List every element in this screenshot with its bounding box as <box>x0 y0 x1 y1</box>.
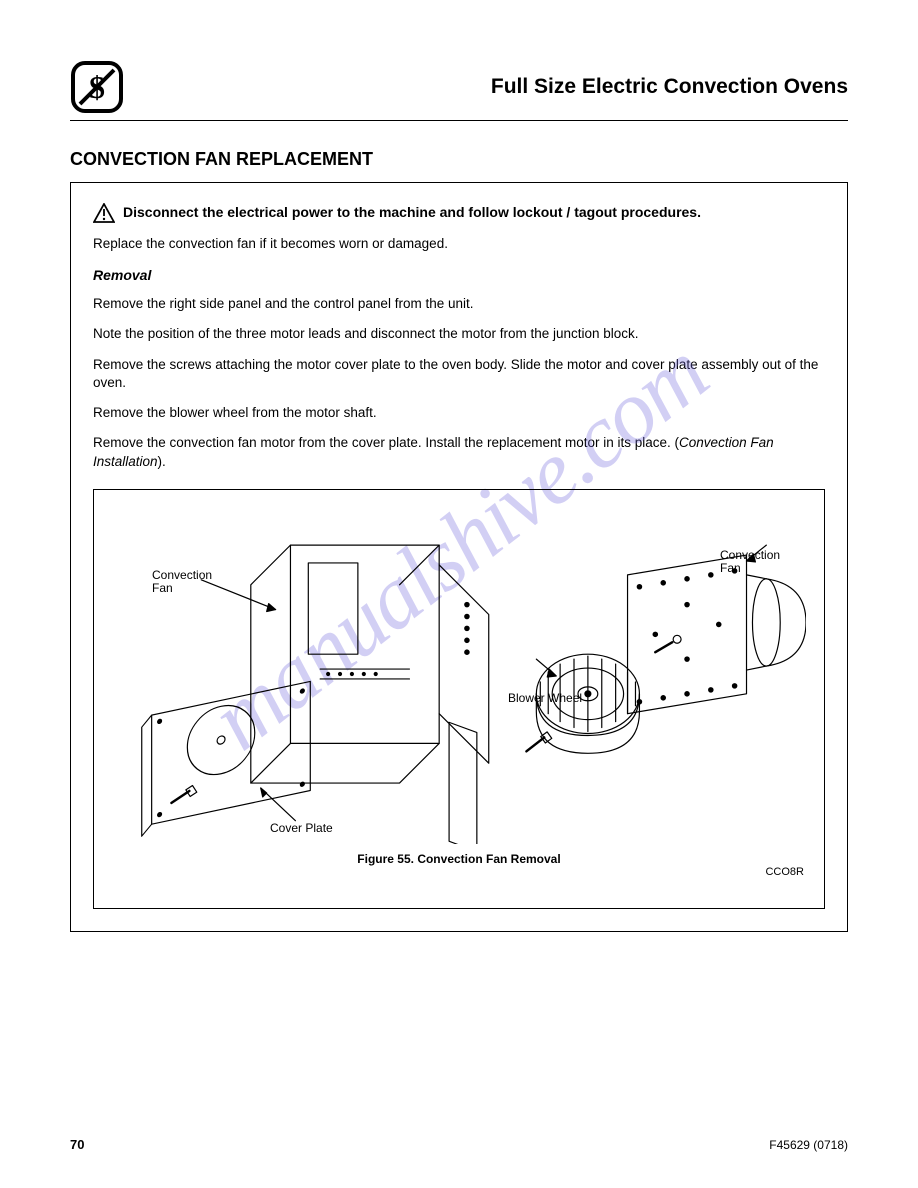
header-divider <box>70 120 848 121</box>
warning-triangle-icon <box>93 203 115 223</box>
step-5a: Remove the convection fan motor from the… <box>93 435 671 450</box>
step-4: Remove the blower wheel from the motor s… <box>93 404 825 422</box>
warning-text: Disconnect the electrical power to the m… <box>123 203 701 222</box>
step-3: Remove the screws attaching the motor co… <box>93 356 825 392</box>
content-box: Disconnect the electrical power to the m… <box>70 182 848 932</box>
step-1: Remove the right side panel and the cont… <box>93 295 825 313</box>
step-5d: ). <box>158 454 166 469</box>
intro-paragraph: Replace the convection fan if it becomes… <box>93 235 825 253</box>
figure-caption: Figure 55. Convection Fan Removal <box>112 852 806 866</box>
footer-code: F45629 (0718) <box>769 1138 848 1152</box>
label-blower-wheel: Blower Wheel <box>508 692 588 705</box>
figure-box: Cover Plate Convection Fan Convection Fa… <box>93 489 825 909</box>
page-title: Full Size Electric Convection Ovens <box>491 75 848 99</box>
removal-heading: Removal <box>93 267 825 283</box>
label-convection-fan-right: Convection Fan <box>720 549 800 575</box>
step-5: Remove the convection fan motor from the… <box>93 434 825 470</box>
section-title: CONVECTION FAN REPLACEMENT <box>70 149 848 170</box>
brand-logo-icon: $ <box>70 60 124 114</box>
page-header: $ Full Size Electric Convection Ovens <box>70 60 848 114</box>
label-convection-fan-left: Convection Fan <box>152 569 232 595</box>
label-cover-plate: Cover Plate <box>270 822 360 835</box>
warning-block: Disconnect the electrical power to the m… <box>93 203 825 223</box>
page-number: 70 <box>70 1137 84 1152</box>
figure-illustration: Cover Plate Convection Fan Convection Fa… <box>112 504 806 844</box>
figure-id: CCO8R <box>765 866 804 878</box>
step-2: Note the position of the three motor lea… <box>93 325 825 343</box>
